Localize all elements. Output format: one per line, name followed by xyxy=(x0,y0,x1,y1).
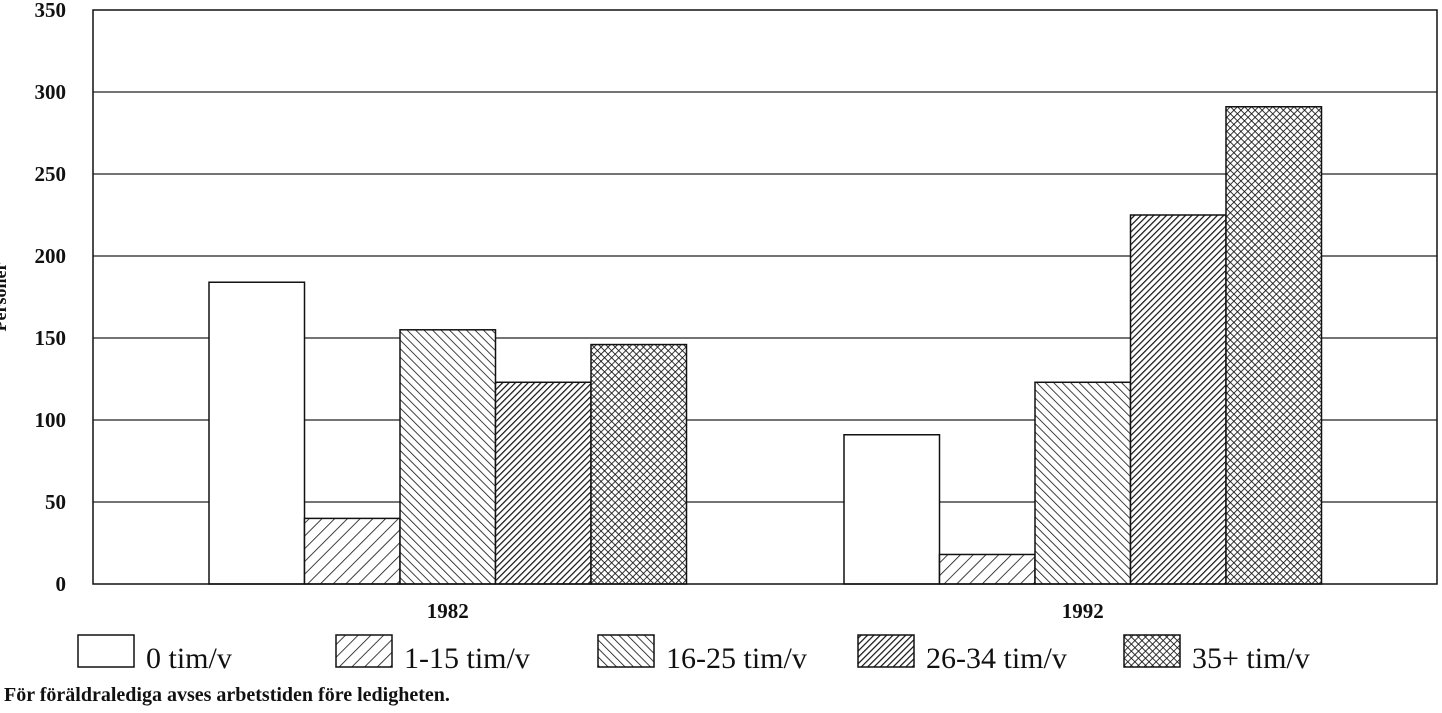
y-axis-label: Personer xyxy=(0,263,10,332)
bar-1992-4 xyxy=(1129,214,1227,585)
x-category-label: 1992 xyxy=(1062,599,1104,623)
footnote: För föräldralediga avses arbetstiden för… xyxy=(4,684,450,706)
legend-swatch xyxy=(1123,634,1181,668)
bar-1982-1 xyxy=(208,281,306,585)
y-tick-label: 0 xyxy=(56,572,67,596)
legend-swatch xyxy=(597,634,655,668)
bar-1992-3 xyxy=(1034,381,1132,585)
y-tick-label: 200 xyxy=(35,244,67,268)
bar-1982-4 xyxy=(494,381,592,585)
bar-1982-3 xyxy=(399,329,497,585)
plot-frame xyxy=(92,9,1438,585)
bars xyxy=(208,106,1323,585)
legend-swatch xyxy=(335,634,393,668)
legend-label: 26-34 tim/v xyxy=(926,642,1067,675)
x-category-labels: 1982 1992 xyxy=(427,599,1104,623)
y-tick-label: 50 xyxy=(45,490,66,514)
y-tick-label: 150 xyxy=(35,326,67,350)
bar-1992-2 xyxy=(938,553,1036,585)
bar-1982-2 xyxy=(303,517,401,585)
y-tick-label: 100 xyxy=(35,408,67,432)
legend-label: 16-25 tim/v xyxy=(666,642,807,675)
y-tick-label: 350 xyxy=(35,0,67,22)
legend-swatch xyxy=(77,634,135,668)
legend-swatch xyxy=(857,634,915,668)
y-tick-labels: 0 50 100 150 200 250 300 350 xyxy=(35,0,67,596)
bar-1992-1 xyxy=(843,434,941,585)
legend-label: 1-15 tim/v xyxy=(404,642,530,675)
bar-1982-5 xyxy=(590,343,688,585)
y-tick-label: 250 xyxy=(35,162,67,186)
legend-label: 0 tim/v xyxy=(146,642,232,675)
y-tick-label: 300 xyxy=(35,80,67,104)
x-category-label: 1982 xyxy=(427,599,469,623)
legend: 0 tim/v 1-15 tim/v 16-25 tim/v 26-34 tim/v 3… xyxy=(77,634,1310,675)
legend-label: 35+ tim/v xyxy=(1192,642,1310,675)
bar-1992-5 xyxy=(1225,106,1323,585)
